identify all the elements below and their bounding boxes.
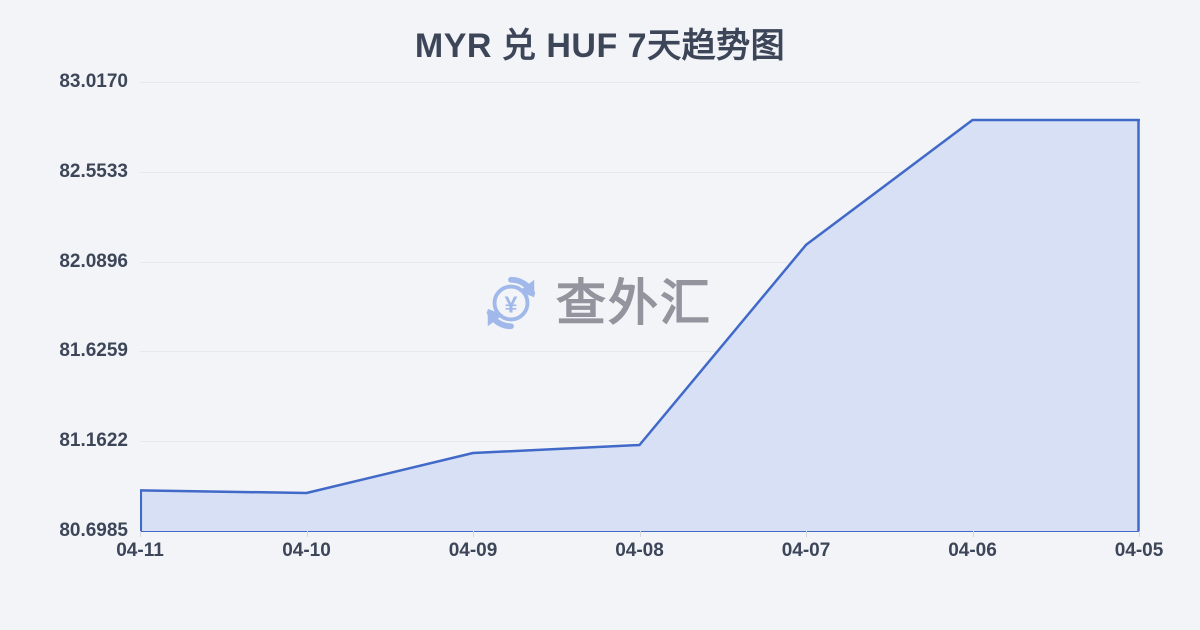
series-area-chart [140, 118, 1140, 531]
plot-area [140, 82, 1140, 531]
series-line [140, 118, 1140, 495]
x-tick-label: 04-06 [948, 540, 997, 561]
gridline [140, 82, 1140, 83]
gridline [140, 351, 1140, 353]
x-tick-label: 04-05 [1114, 540, 1164, 561]
gridline [140, 261, 1140, 263]
x-tick-mark [306, 531, 308, 537]
x-tick-mark [1139, 531, 1140, 537]
series-fill [140, 120, 1139, 531]
x-tick-mark [806, 531, 807, 537]
y-tick-label: 83.0170 [59, 71, 128, 92]
x-tick-label: 04-10 [282, 540, 331, 561]
gridline [140, 171, 1140, 173]
y-tick-label: 80.6985 [59, 520, 128, 541]
x-tick-mark [473, 531, 474, 537]
x-tick-mark [639, 531, 641, 537]
y-tick-label: 81.1622 [59, 430, 128, 452]
x-tick-label: 04-09 [448, 540, 498, 561]
y-tick-label: 81.6259 [59, 340, 128, 362]
x-tick-mark [140, 531, 141, 537]
x-tick-label: 04-07 [781, 540, 831, 561]
x-tick-label: 04-11 [116, 540, 164, 561]
page-title: MYR 兑 HUF 7天趋势图 [414, 27, 786, 65]
y-tick-label: 82.5533 [59, 160, 128, 182]
gridline [140, 441, 1140, 443]
y-tick-label: 82.0896 [59, 250, 128, 272]
x-tick-mark [972, 531, 974, 537]
x-tick-label: 04-08 [615, 540, 664, 561]
y-axis: 83.0170 82.5533 82.0896 81.6259 81.1622 … [0, 0, 128, 630]
